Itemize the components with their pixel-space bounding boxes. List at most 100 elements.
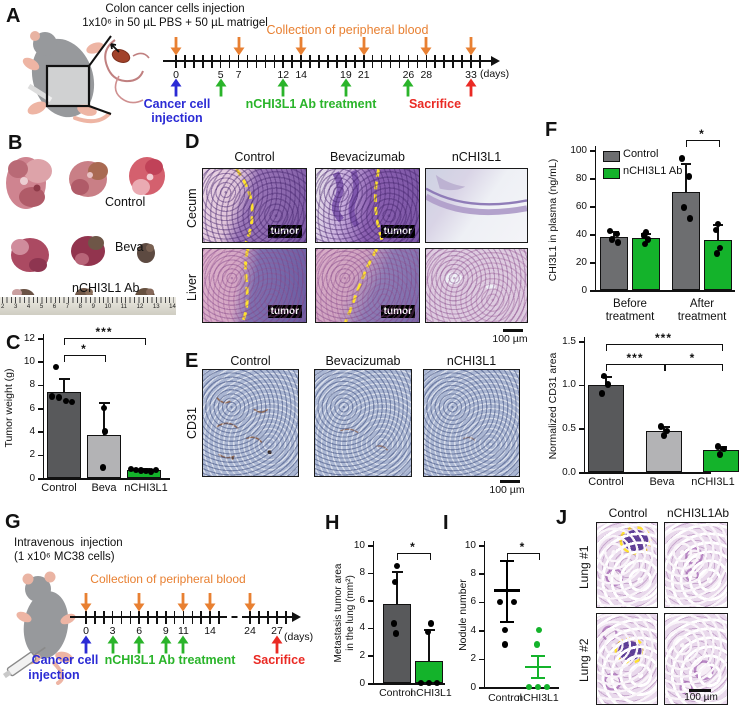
y-tick-label: 2 <box>359 649 365 661</box>
day-label: 3 <box>109 625 116 637</box>
day-label: 7 <box>235 69 242 81</box>
error-cap <box>641 232 651 235</box>
timeline-tick <box>156 610 158 624</box>
group-label-beva: Beva <box>115 240 144 254</box>
e-row-cd31: CD31 <box>185 407 199 439</box>
y-axis-title: Nodule number <box>457 579 469 651</box>
significance-label: * <box>519 540 526 554</box>
panel-a-title-line1: Colon cancer cells injection <box>105 3 245 15</box>
y-tick-label: 6 <box>359 594 365 606</box>
data-point <box>496 598 504 605</box>
panel-d-label: D <box>185 131 200 153</box>
significance-label: *** <box>95 325 113 339</box>
timeline-tick <box>267 610 269 624</box>
timeline-tick <box>219 54 222 68</box>
liver-nchi3l1-image <box>425 248 528 323</box>
y-tick-label: 6 <box>470 596 476 608</box>
timeline-tick <box>102 610 105 624</box>
error-cap <box>58 404 70 407</box>
day-label: 24 <box>244 625 256 637</box>
data-point <box>716 451 724 458</box>
panel-h-chart: H 0 2 4 6 8 10 Control nCHI3L1 * Metastasis tumor… <box>323 505 452 707</box>
error-cap <box>681 162 691 165</box>
g-title-line2: (1 x10⁶ MC38 cells) <box>14 551 115 563</box>
y-tick-label: 40 <box>575 228 587 240</box>
data-point <box>613 230 621 238</box>
blood-collection-arrow <box>204 593 216 612</box>
error-bar <box>613 231 615 243</box>
cecum-control-image: tumor <box>202 168 307 243</box>
data-point <box>417 679 425 687</box>
data-point <box>142 467 150 475</box>
cecum-bevacizumab-image: tumor <box>315 168 420 243</box>
data-point <box>680 204 688 211</box>
j-row-lung2: Lung #2 <box>577 638 591 682</box>
error-bar <box>506 560 508 622</box>
timeline-tick <box>443 54 445 68</box>
treatment-arrow <box>277 78 289 97</box>
y-tick-label: 0 <box>359 677 365 689</box>
day-label: 5 <box>217 69 224 81</box>
y-tick <box>478 630 484 632</box>
x-category-label: Control <box>41 482 77 494</box>
timeline-tick <box>434 54 437 68</box>
y-tick <box>578 384 584 387</box>
data-point <box>55 394 63 401</box>
panel-b-label: B <box>8 132 23 154</box>
data-point <box>99 464 107 471</box>
timeline-tick <box>479 54 481 68</box>
x-category-label: Control <box>588 476 624 488</box>
day-label: 6 <box>136 625 143 637</box>
data-point <box>640 232 648 239</box>
treatment-arrow <box>107 635 119 654</box>
lung1-control-image <box>596 522 658 608</box>
error-cap <box>531 654 545 657</box>
day-label: 27 <box>271 625 283 637</box>
e-header-bevacizumab: Bevacizumab <box>325 354 401 368</box>
data-point <box>425 679 433 687</box>
y-tick <box>37 431 43 433</box>
timeline-tick <box>276 610 278 624</box>
timeline-tick <box>111 610 114 624</box>
timeline-tick <box>407 54 410 68</box>
significance-label: * <box>699 127 705 141</box>
days-unit-label: (days) <box>284 631 314 643</box>
y-tick <box>478 601 484 604</box>
timeline-tick <box>193 54 195 68</box>
data-point <box>152 466 160 474</box>
timeline-tick <box>209 610 211 624</box>
y-tick <box>37 338 43 340</box>
y-tick <box>367 655 373 657</box>
error-bar <box>605 375 607 394</box>
data-point <box>716 244 724 252</box>
timeline-tick <box>327 54 329 68</box>
error-cap <box>58 377 70 380</box>
y-tick <box>367 572 373 575</box>
timeline-tick <box>164 610 167 624</box>
legend-swatch <box>603 168 620 179</box>
significance-bracket <box>64 338 146 345</box>
significance-label: * <box>410 540 416 554</box>
group-label-control: Control <box>105 195 146 209</box>
day-label: 0 <box>83 625 89 637</box>
data-point <box>392 630 400 637</box>
cd31-bevacizumab-image <box>314 369 412 477</box>
error-bar <box>428 629 430 683</box>
error-cap <box>98 402 110 405</box>
timeline-tick <box>94 610 96 624</box>
ruler-number: 10 <box>104 304 112 310</box>
y-tick <box>589 262 595 264</box>
day-label: 11 <box>178 625 189 637</box>
group-label: treatment <box>605 311 655 323</box>
x-category-label: nCHI3L1 <box>124 482 168 494</box>
error-cap <box>423 629 435 632</box>
cecum-nchi3l1-image <box>425 168 528 243</box>
error-cap <box>713 224 723 227</box>
sacrifice-label: Sacrifice <box>408 97 462 111</box>
ruler-number: 7 <box>65 304 70 310</box>
injection-label-line2: injection <box>151 111 203 125</box>
panel-a-label: A <box>6 5 21 27</box>
tumor-tag: tumor <box>380 305 415 318</box>
y-tick-label: 8 <box>29 379 35 391</box>
chi3l1_plasma-bar <box>672 192 700 290</box>
